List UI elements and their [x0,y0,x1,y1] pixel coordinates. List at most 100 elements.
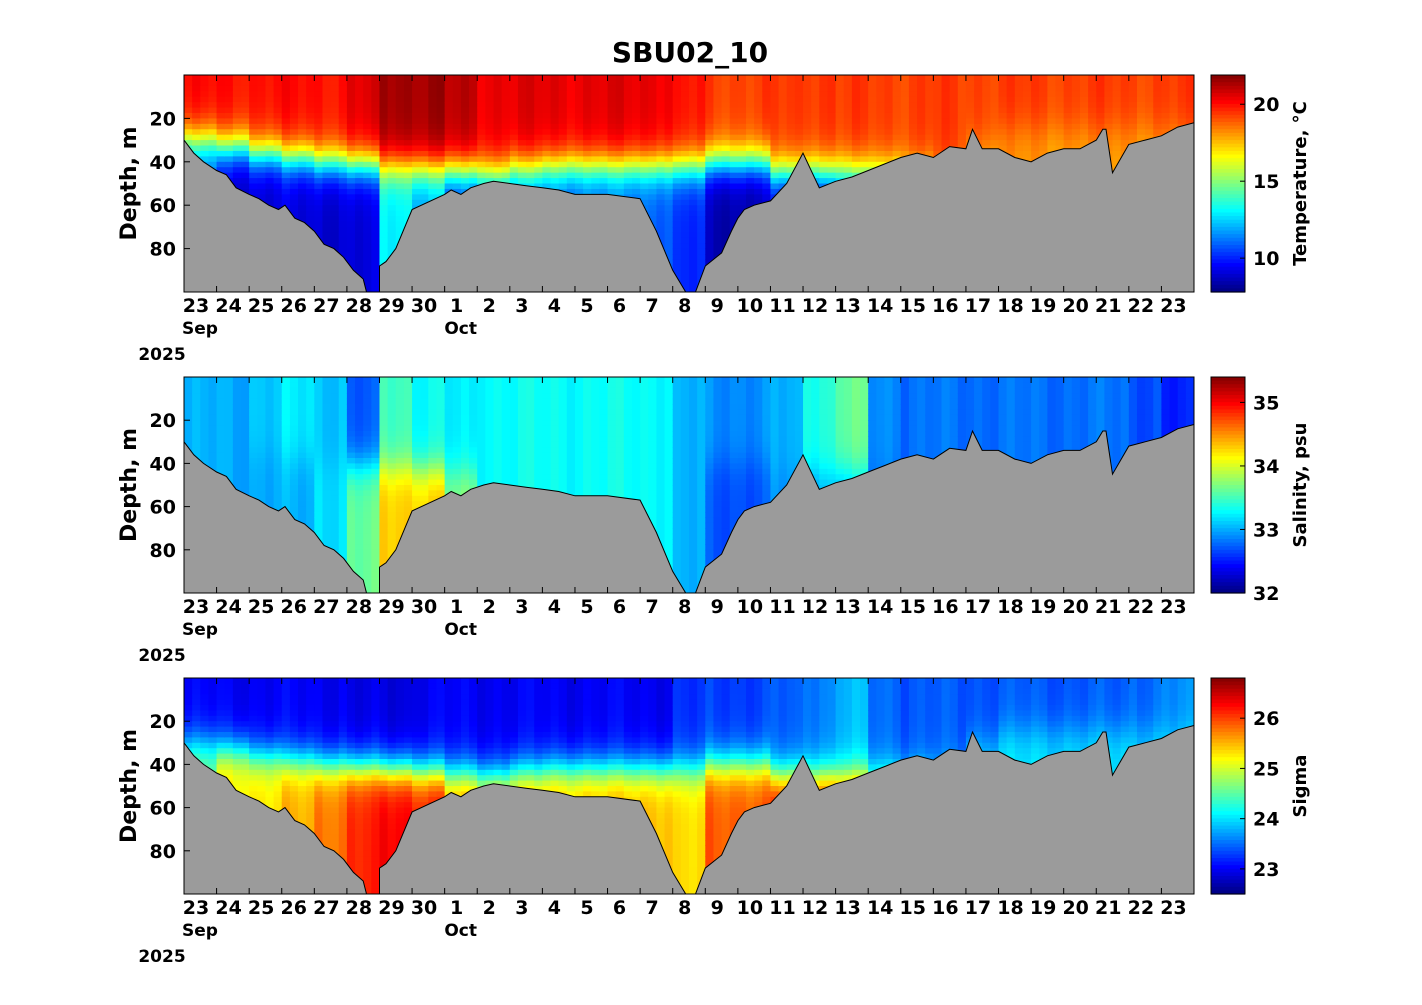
heatmap-cell [1145,80,1154,87]
heatmap-cell [460,150,470,157]
heatmap-cell [485,102,495,109]
heatmap-cell [672,167,682,174]
heatmap-cell [615,107,625,114]
heatmap-cell [469,156,478,163]
heatmap-cell [485,118,495,125]
heatmap-cell [330,167,340,174]
heatmap-cell [566,75,576,82]
heatmap-cell [566,145,576,152]
heatmap-cell [900,91,910,98]
heatmap-cell [737,75,747,82]
heatmap-cell [469,96,478,103]
heatmap-cell [363,286,372,292]
heatmap-cell [241,112,250,119]
heatmap-cell [1120,102,1130,109]
heatmap-cell [338,140,348,147]
heatmap-cell [330,134,340,141]
heatmap-cell [713,167,723,174]
heatmap-cell [346,80,356,87]
heatmap-cell [322,205,332,212]
heatmap-cell [1145,85,1154,92]
heatmap-cell [729,140,739,147]
heatmap-cell [314,216,324,223]
heatmap-cell [746,167,755,174]
heatmap-cell [428,91,438,98]
heatmap-cell [558,172,568,179]
heatmap-cell [1136,112,1146,119]
heatmap-cell [403,91,413,98]
heatmap-cell [232,140,242,147]
heatmap-cell [819,112,829,119]
heatmap-cell [526,145,535,152]
heatmap-cell [754,80,763,87]
heatmap-cell [314,183,324,190]
heatmap-cell [925,134,934,141]
heatmap-cell [721,178,731,185]
heatmap-cell [737,183,747,190]
heatmap-cell [656,118,666,125]
heatmap-cell [355,226,364,233]
heatmap-cell [786,96,796,103]
heatmap-cell [208,118,218,125]
heatmap-cell [566,85,576,92]
heatmap-cell [428,80,438,87]
heatmap-cell [680,183,690,190]
heatmap-cell [436,134,446,141]
heatmap-cell [1031,102,1040,109]
heatmap-cell [355,112,364,119]
heatmap-cell [224,96,234,103]
heatmap-cell [811,156,820,163]
heatmap-cell [1039,75,1048,82]
heatmap-cell [957,134,967,141]
heatmap-cell [631,123,641,130]
heatmap-cell [542,172,552,179]
heatmap-cell [746,156,755,163]
heatmap-cell [1031,150,1040,157]
heatmap-cell [965,118,975,125]
heatmap-cell [330,243,340,250]
heatmap-cell [778,85,788,92]
heatmap-cell [1104,112,1114,119]
heatmap-cell [1006,118,1016,125]
heatmap-cell [184,80,193,87]
heatmap-cell [257,140,267,147]
heatmap-cell [843,161,853,168]
heatmap-cell [452,112,462,119]
heatmap-cell [762,118,772,125]
heatmap-cell [558,123,568,130]
heatmap-cell [1079,102,1089,109]
heatmap-cell [941,118,951,125]
heatmap-cell [306,112,315,119]
heatmap-cell [770,188,780,195]
heatmap-cell [607,96,617,103]
heatmap-cell [428,161,438,168]
heatmap-cell [208,150,218,157]
heatmap-cell [428,75,438,82]
heatmap-cell [289,107,299,114]
heatmap-cell [737,85,747,92]
heatmap-cell [249,188,258,195]
heatmap-cell [526,102,535,109]
heatmap-cell [371,232,381,239]
heatmap-cell [395,188,405,195]
heatmap-cell [273,107,283,114]
heatmap-cell [330,102,340,109]
heatmap-cell [631,150,641,157]
heatmap-cell [1039,140,1048,147]
heatmap-cell [436,161,446,168]
heatmap-cell [990,118,1000,125]
heatmap-cell [534,156,543,163]
heatmap-cell [1169,80,1179,87]
heatmap-cell [851,102,861,109]
heatmap-cell [1071,140,1081,147]
heatmap-cell [574,178,584,185]
heatmap-cell [1039,112,1048,119]
heatmap-cell [721,199,731,206]
heatmap-cell [689,91,698,98]
heatmap-cell [721,167,731,174]
heatmap-cell [737,140,747,147]
heatmap-cell [705,248,715,255]
heatmap-cell [713,134,723,141]
heatmap-cell [330,178,340,185]
heatmap-cell [835,96,845,103]
